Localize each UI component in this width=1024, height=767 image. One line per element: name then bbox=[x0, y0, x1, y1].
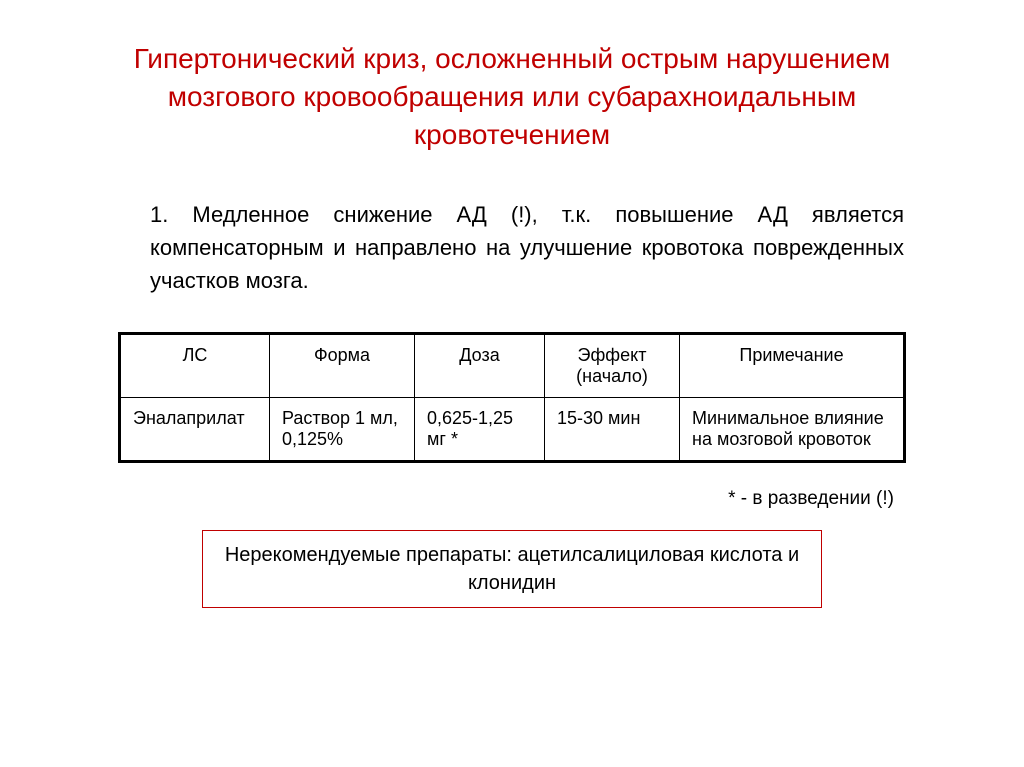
col-header-note: Примечание bbox=[680, 334, 905, 398]
footnote: * - в разведении (!) bbox=[60, 488, 964, 510]
cell-form: Раствор 1 мл, 0,125% bbox=[270, 398, 415, 462]
not-recommended-box: Нерекомендуемые препараты: ацетилсалицил… bbox=[202, 530, 822, 608]
col-header-effect: Эффект (начало) bbox=[545, 334, 680, 398]
table-row: Эналаприлат Раствор 1 мл, 0,125% 0,625-1… bbox=[120, 398, 905, 462]
col-header-form: Форма bbox=[270, 334, 415, 398]
col-header-ls: ЛС bbox=[120, 334, 270, 398]
main-paragraph: 1. Медленное снижение АД (!), т.к. повыш… bbox=[60, 198, 964, 297]
table-header-row: ЛС Форма Доза Эффект (начало) Примечание bbox=[120, 334, 905, 398]
col-header-dose: Доза bbox=[415, 334, 545, 398]
cell-drug: Эналаприлат bbox=[120, 398, 270, 462]
slide-title: Гипертонический криз, осложненный острым… bbox=[60, 40, 964, 153]
cell-note: Минимальное влияние на мозговой кровоток bbox=[680, 398, 905, 462]
cell-dose: 0,625-1,25 мг * bbox=[415, 398, 545, 462]
notrec-label: Нерекомендуемые препараты: bbox=[225, 544, 512, 566]
notrec-drugs: ацетилсалициловая кислота и клонидин bbox=[468, 544, 799, 594]
drug-table: ЛС Форма Доза Эффект (начало) Примечание… bbox=[118, 332, 906, 463]
cell-effect: 15-30 мин bbox=[545, 398, 680, 462]
